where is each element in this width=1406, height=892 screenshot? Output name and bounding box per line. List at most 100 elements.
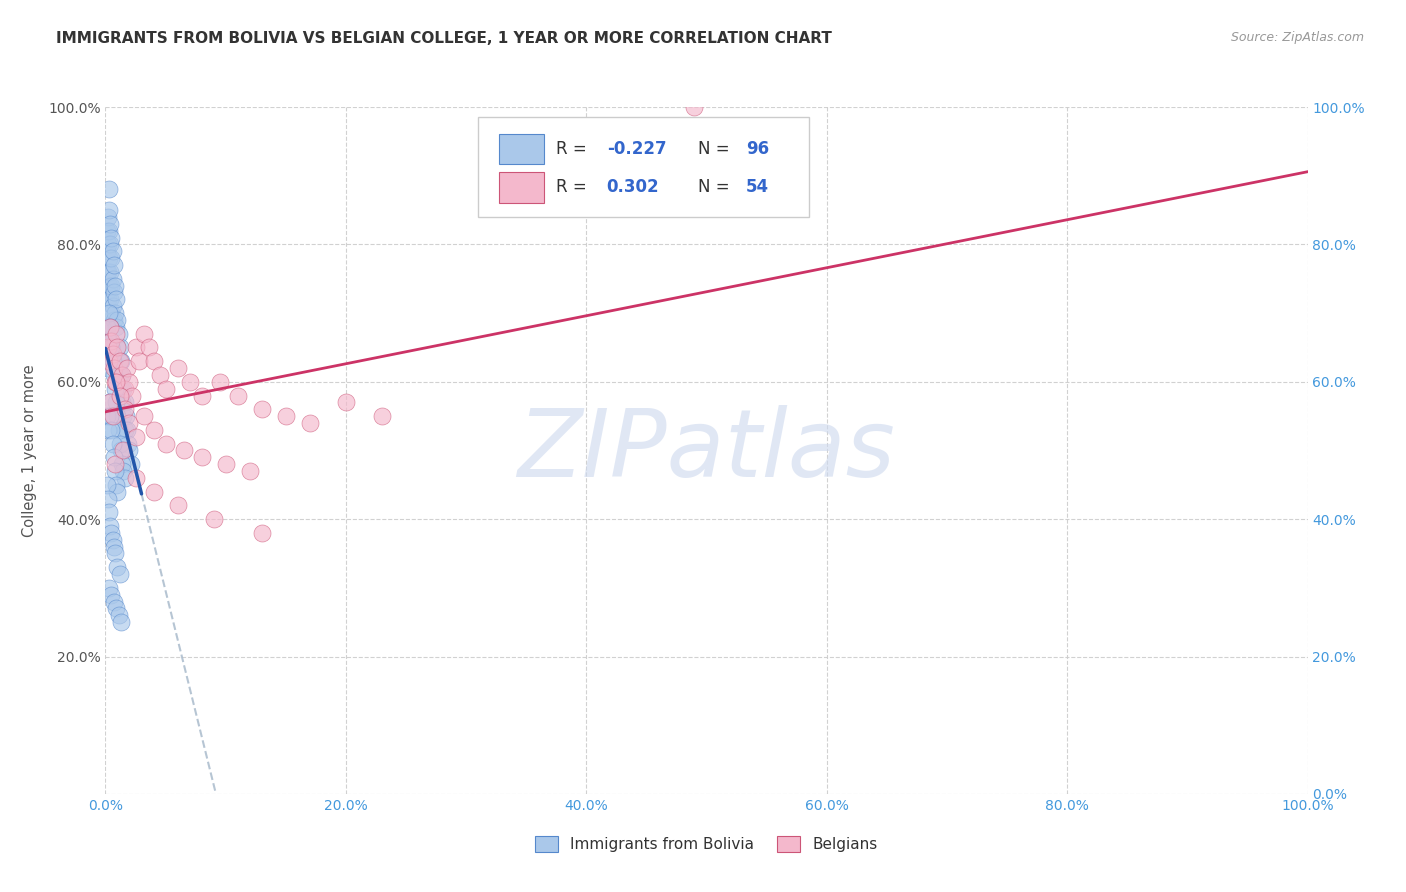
Point xyxy=(214,457,236,471)
Point xyxy=(97,293,120,307)
Point xyxy=(103,540,125,554)
FancyBboxPatch shape xyxy=(499,172,544,202)
Point xyxy=(108,567,131,582)
Text: R =: R = xyxy=(557,178,592,196)
Point xyxy=(98,251,121,265)
Point xyxy=(98,319,121,334)
Point xyxy=(114,402,136,417)
Point xyxy=(107,484,129,499)
Point xyxy=(97,423,120,437)
Point xyxy=(124,430,146,444)
Point xyxy=(226,388,249,402)
Point xyxy=(100,230,122,244)
Point xyxy=(96,224,118,238)
Point xyxy=(98,395,121,409)
Point xyxy=(101,354,124,368)
Point xyxy=(100,334,122,348)
Point xyxy=(103,313,125,327)
Point xyxy=(107,340,129,354)
Point xyxy=(96,319,118,334)
Point xyxy=(97,340,120,354)
Point xyxy=(107,423,129,437)
Point xyxy=(124,471,146,485)
FancyBboxPatch shape xyxy=(478,118,808,217)
Point xyxy=(128,354,150,368)
Point xyxy=(103,450,125,465)
Point xyxy=(274,409,297,423)
Point xyxy=(103,285,125,300)
Point xyxy=(110,443,132,458)
Point xyxy=(104,457,127,471)
Point xyxy=(190,450,212,465)
Point xyxy=(98,237,121,252)
Point xyxy=(97,237,120,252)
Point xyxy=(132,326,155,341)
Point xyxy=(100,306,122,320)
Point xyxy=(118,443,141,458)
Point xyxy=(97,334,120,348)
Y-axis label: College, 1 year or more: College, 1 year or more xyxy=(22,364,37,537)
Point xyxy=(101,409,124,423)
Point xyxy=(108,340,131,354)
Point xyxy=(142,354,165,368)
Point xyxy=(105,375,128,389)
Point xyxy=(111,368,134,382)
Point xyxy=(101,436,124,450)
Point xyxy=(111,395,134,409)
Point xyxy=(104,375,127,389)
Point xyxy=(98,409,121,423)
Point xyxy=(101,347,124,361)
Point xyxy=(98,293,121,307)
Point xyxy=(101,299,124,313)
Point xyxy=(166,499,188,513)
Point xyxy=(148,368,170,382)
Point xyxy=(155,382,177,396)
Point xyxy=(115,423,138,437)
Point xyxy=(96,409,118,423)
Point xyxy=(107,560,129,574)
Point xyxy=(105,319,128,334)
Point xyxy=(98,319,121,334)
Point xyxy=(112,464,135,478)
Point xyxy=(108,368,131,382)
Point xyxy=(155,436,177,450)
Text: N =: N = xyxy=(699,178,735,196)
Point xyxy=(124,340,146,354)
Point xyxy=(110,354,132,368)
Point xyxy=(104,278,127,293)
Point xyxy=(108,354,131,368)
Point xyxy=(142,484,165,499)
Point xyxy=(105,326,128,341)
Text: Source: ZipAtlas.com: Source: ZipAtlas.com xyxy=(1230,31,1364,45)
Point xyxy=(98,347,121,361)
Point xyxy=(115,409,138,423)
Point xyxy=(107,608,129,623)
Point xyxy=(96,285,118,300)
Text: 0.302: 0.302 xyxy=(607,178,659,196)
Text: ZIPatlas: ZIPatlas xyxy=(517,405,896,496)
Point xyxy=(100,251,122,265)
Point xyxy=(98,519,121,533)
Point xyxy=(208,375,231,389)
Point xyxy=(142,423,165,437)
Point xyxy=(107,313,129,327)
Point xyxy=(101,244,124,259)
Text: N =: N = xyxy=(699,140,735,158)
Point xyxy=(98,203,121,218)
Point xyxy=(98,265,121,279)
Point xyxy=(98,217,121,231)
Point xyxy=(118,416,141,430)
Point xyxy=(103,368,125,382)
Point xyxy=(111,457,134,471)
Point xyxy=(110,382,132,396)
Point xyxy=(132,409,155,423)
Point xyxy=(120,457,142,471)
Text: IMMIGRANTS FROM BOLIVIA VS BELGIAN COLLEGE, 1 YEAR OR MORE CORRELATION CHART: IMMIGRANTS FROM BOLIVIA VS BELGIAN COLLE… xyxy=(56,31,832,46)
Point xyxy=(103,361,125,376)
Point xyxy=(100,278,122,293)
Point xyxy=(250,525,273,540)
Point xyxy=(98,354,121,368)
Point xyxy=(98,505,121,519)
Point xyxy=(98,278,121,293)
Point xyxy=(96,244,118,259)
